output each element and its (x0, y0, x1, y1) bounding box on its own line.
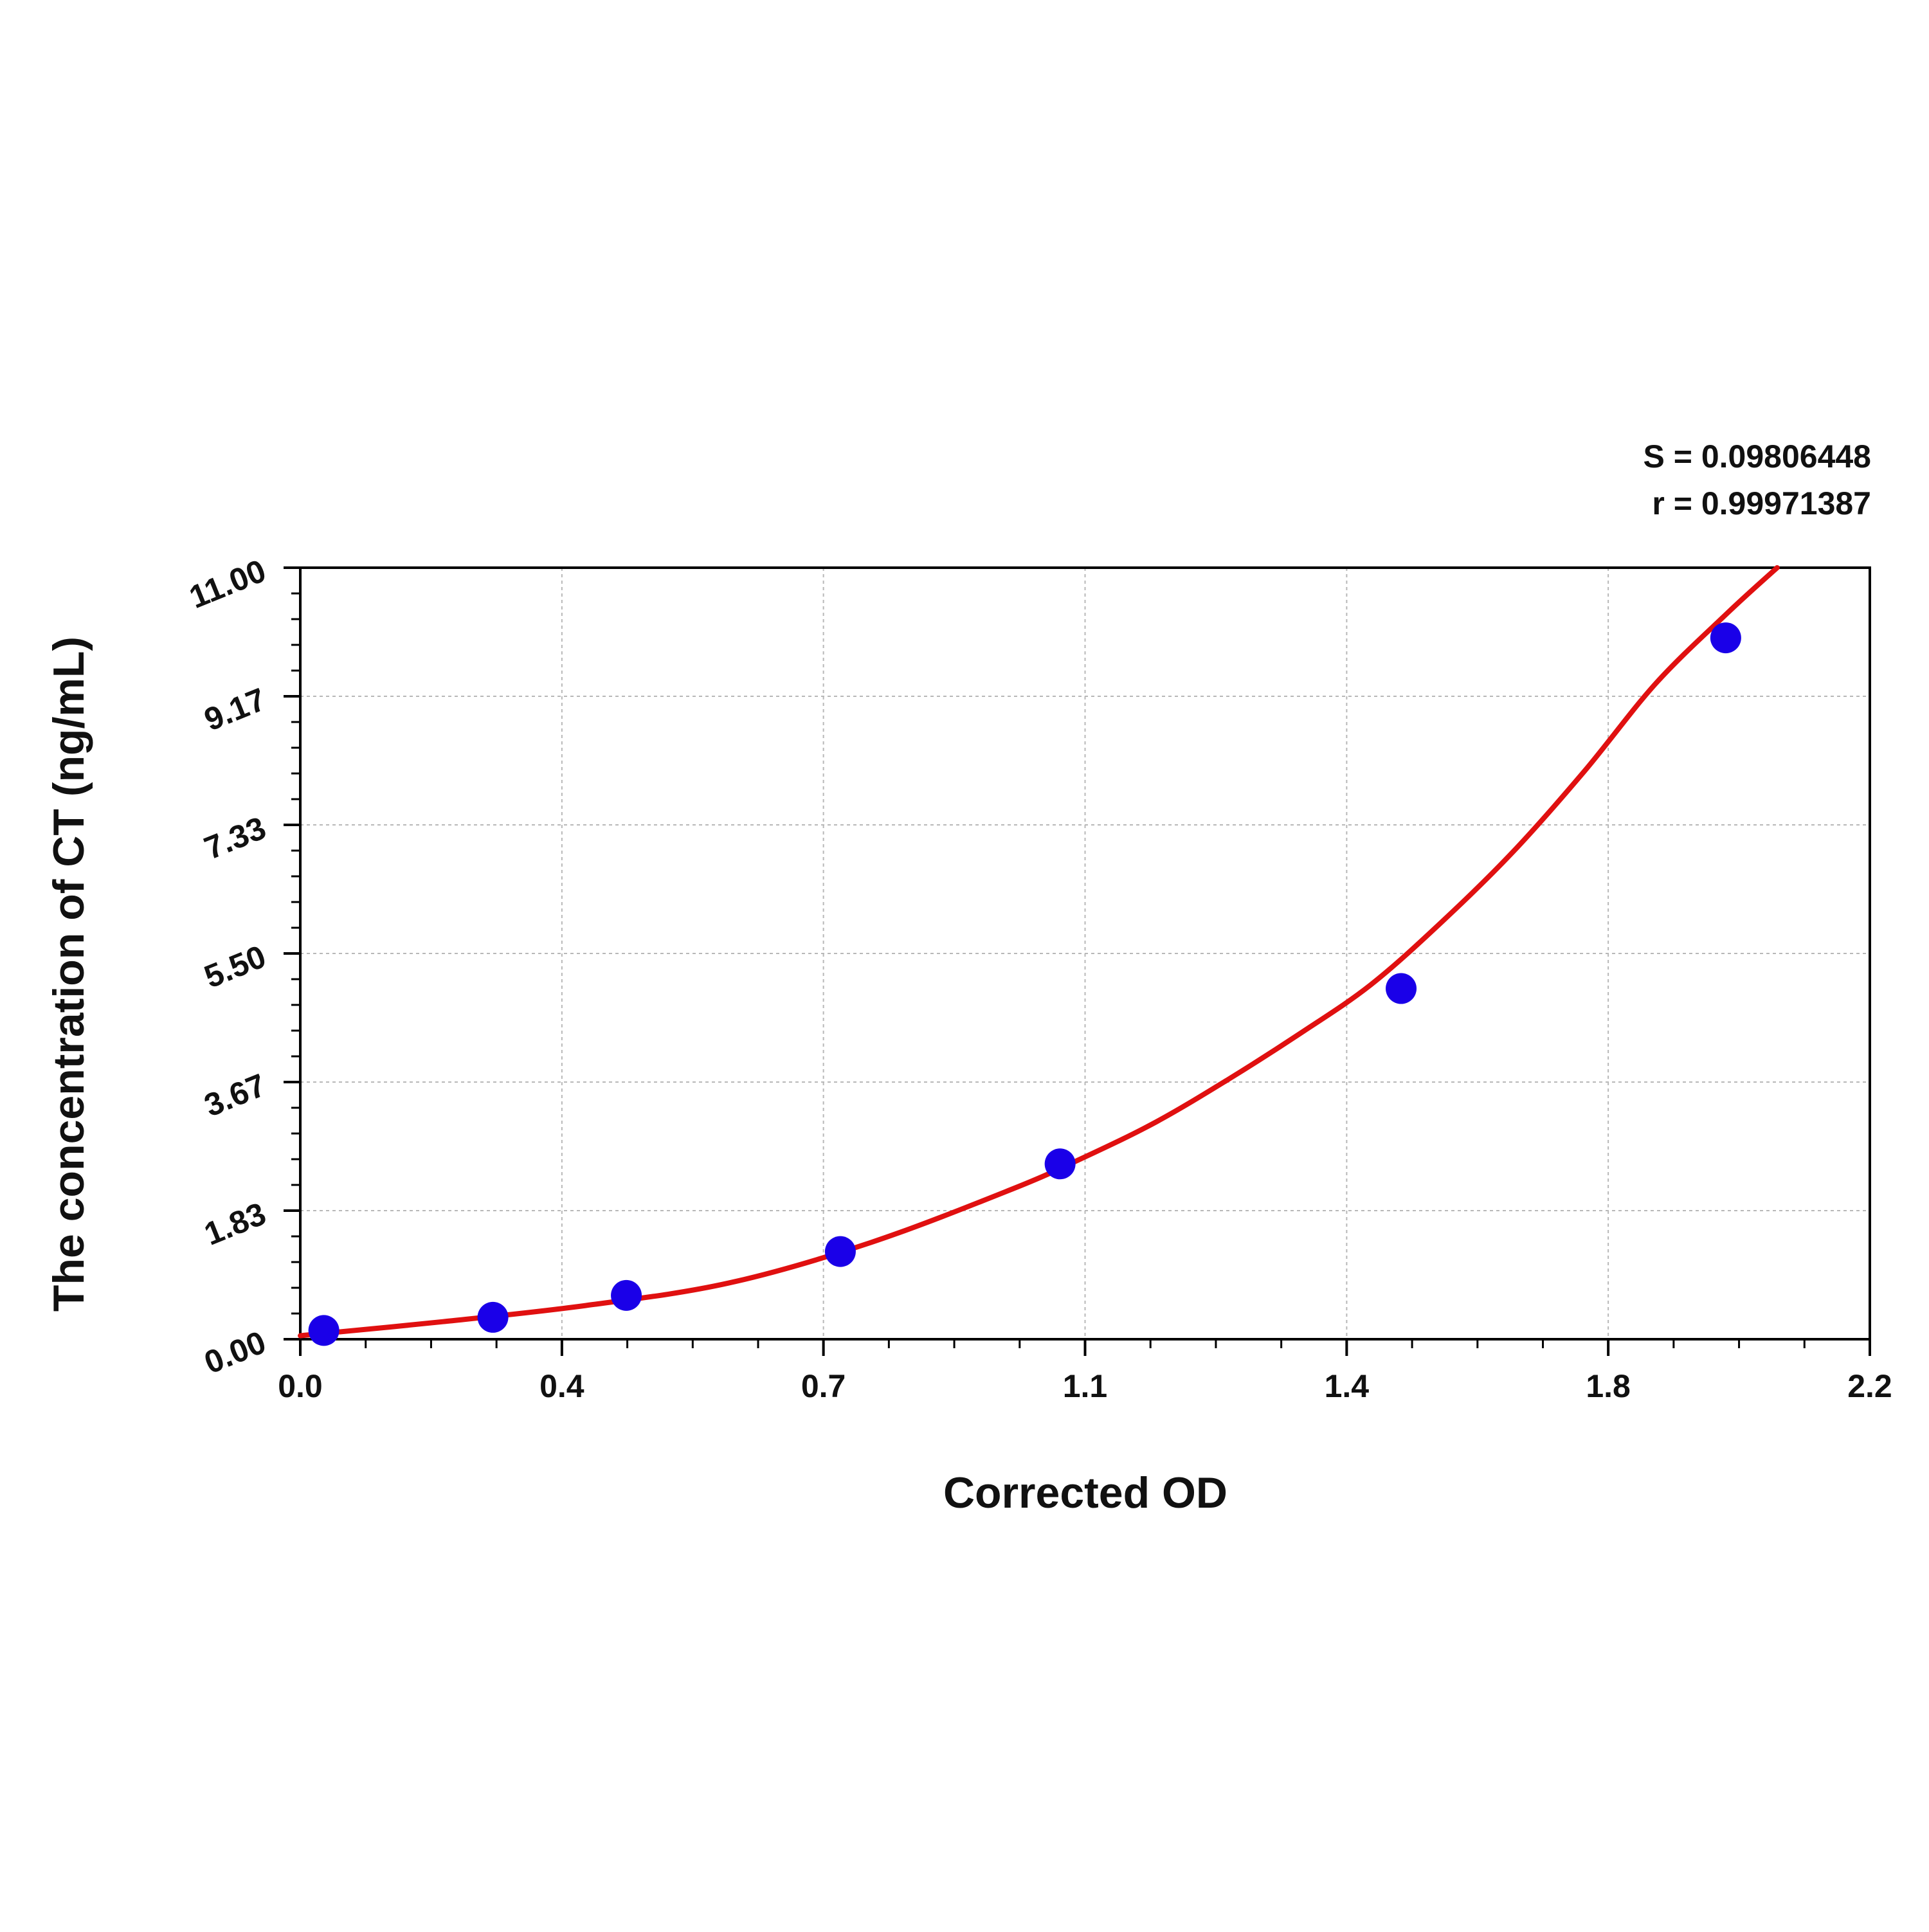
x-tick-label: 1.1 (1063, 1368, 1108, 1404)
x-tick-label: 0.4 (539, 1368, 584, 1404)
x-tick-label: 2.2 (1847, 1368, 1892, 1404)
data-points (308, 622, 1741, 1346)
y-tick-label: 9.17 (199, 681, 271, 737)
data-point (611, 1279, 642, 1311)
x-tick-label: 0.0 (278, 1368, 323, 1404)
data-point (1044, 1148, 1076, 1180)
x-tick-label: 1.4 (1325, 1368, 1370, 1404)
y-tick-label: 7.33 (199, 809, 271, 866)
x-axis-ticks: 0.0 0.4 0.7 1.1 1.4 1.8 2.2 (278, 1339, 1892, 1404)
x-axis-title: Corrected OD (943, 1468, 1227, 1517)
x-tick-label: 1.8 (1586, 1368, 1631, 1404)
fit-curve-layer (298, 565, 1780, 1339)
y-tick-label: 0.00 (199, 1324, 271, 1380)
stat-s-value: S = 0.09806448 (1644, 438, 1872, 474)
stat-r-value: r = 0.99971387 (1652, 485, 1871, 521)
data-point (1386, 973, 1417, 1004)
data-point (308, 1315, 340, 1346)
y-tick-label: 3.67 (199, 1067, 271, 1123)
x-tick-label: 0.7 (801, 1368, 846, 1404)
y-tick-label: 11.00 (185, 552, 271, 615)
y-axis-title: The concentration of CT (ng/mL) (44, 636, 93, 1312)
y-axis-ticks: 0.00 1.83 3.67 5.50 7.33 9.17 11.00 (185, 552, 300, 1381)
y-tick-label: 1.83 (199, 1195, 271, 1252)
fit-curve (298, 565, 1780, 1339)
data-point (477, 1301, 509, 1333)
y-tick-label: 5.50 (199, 938, 271, 995)
data-point (1710, 622, 1741, 654)
data-point (824, 1236, 856, 1267)
grid (300, 568, 1870, 1339)
